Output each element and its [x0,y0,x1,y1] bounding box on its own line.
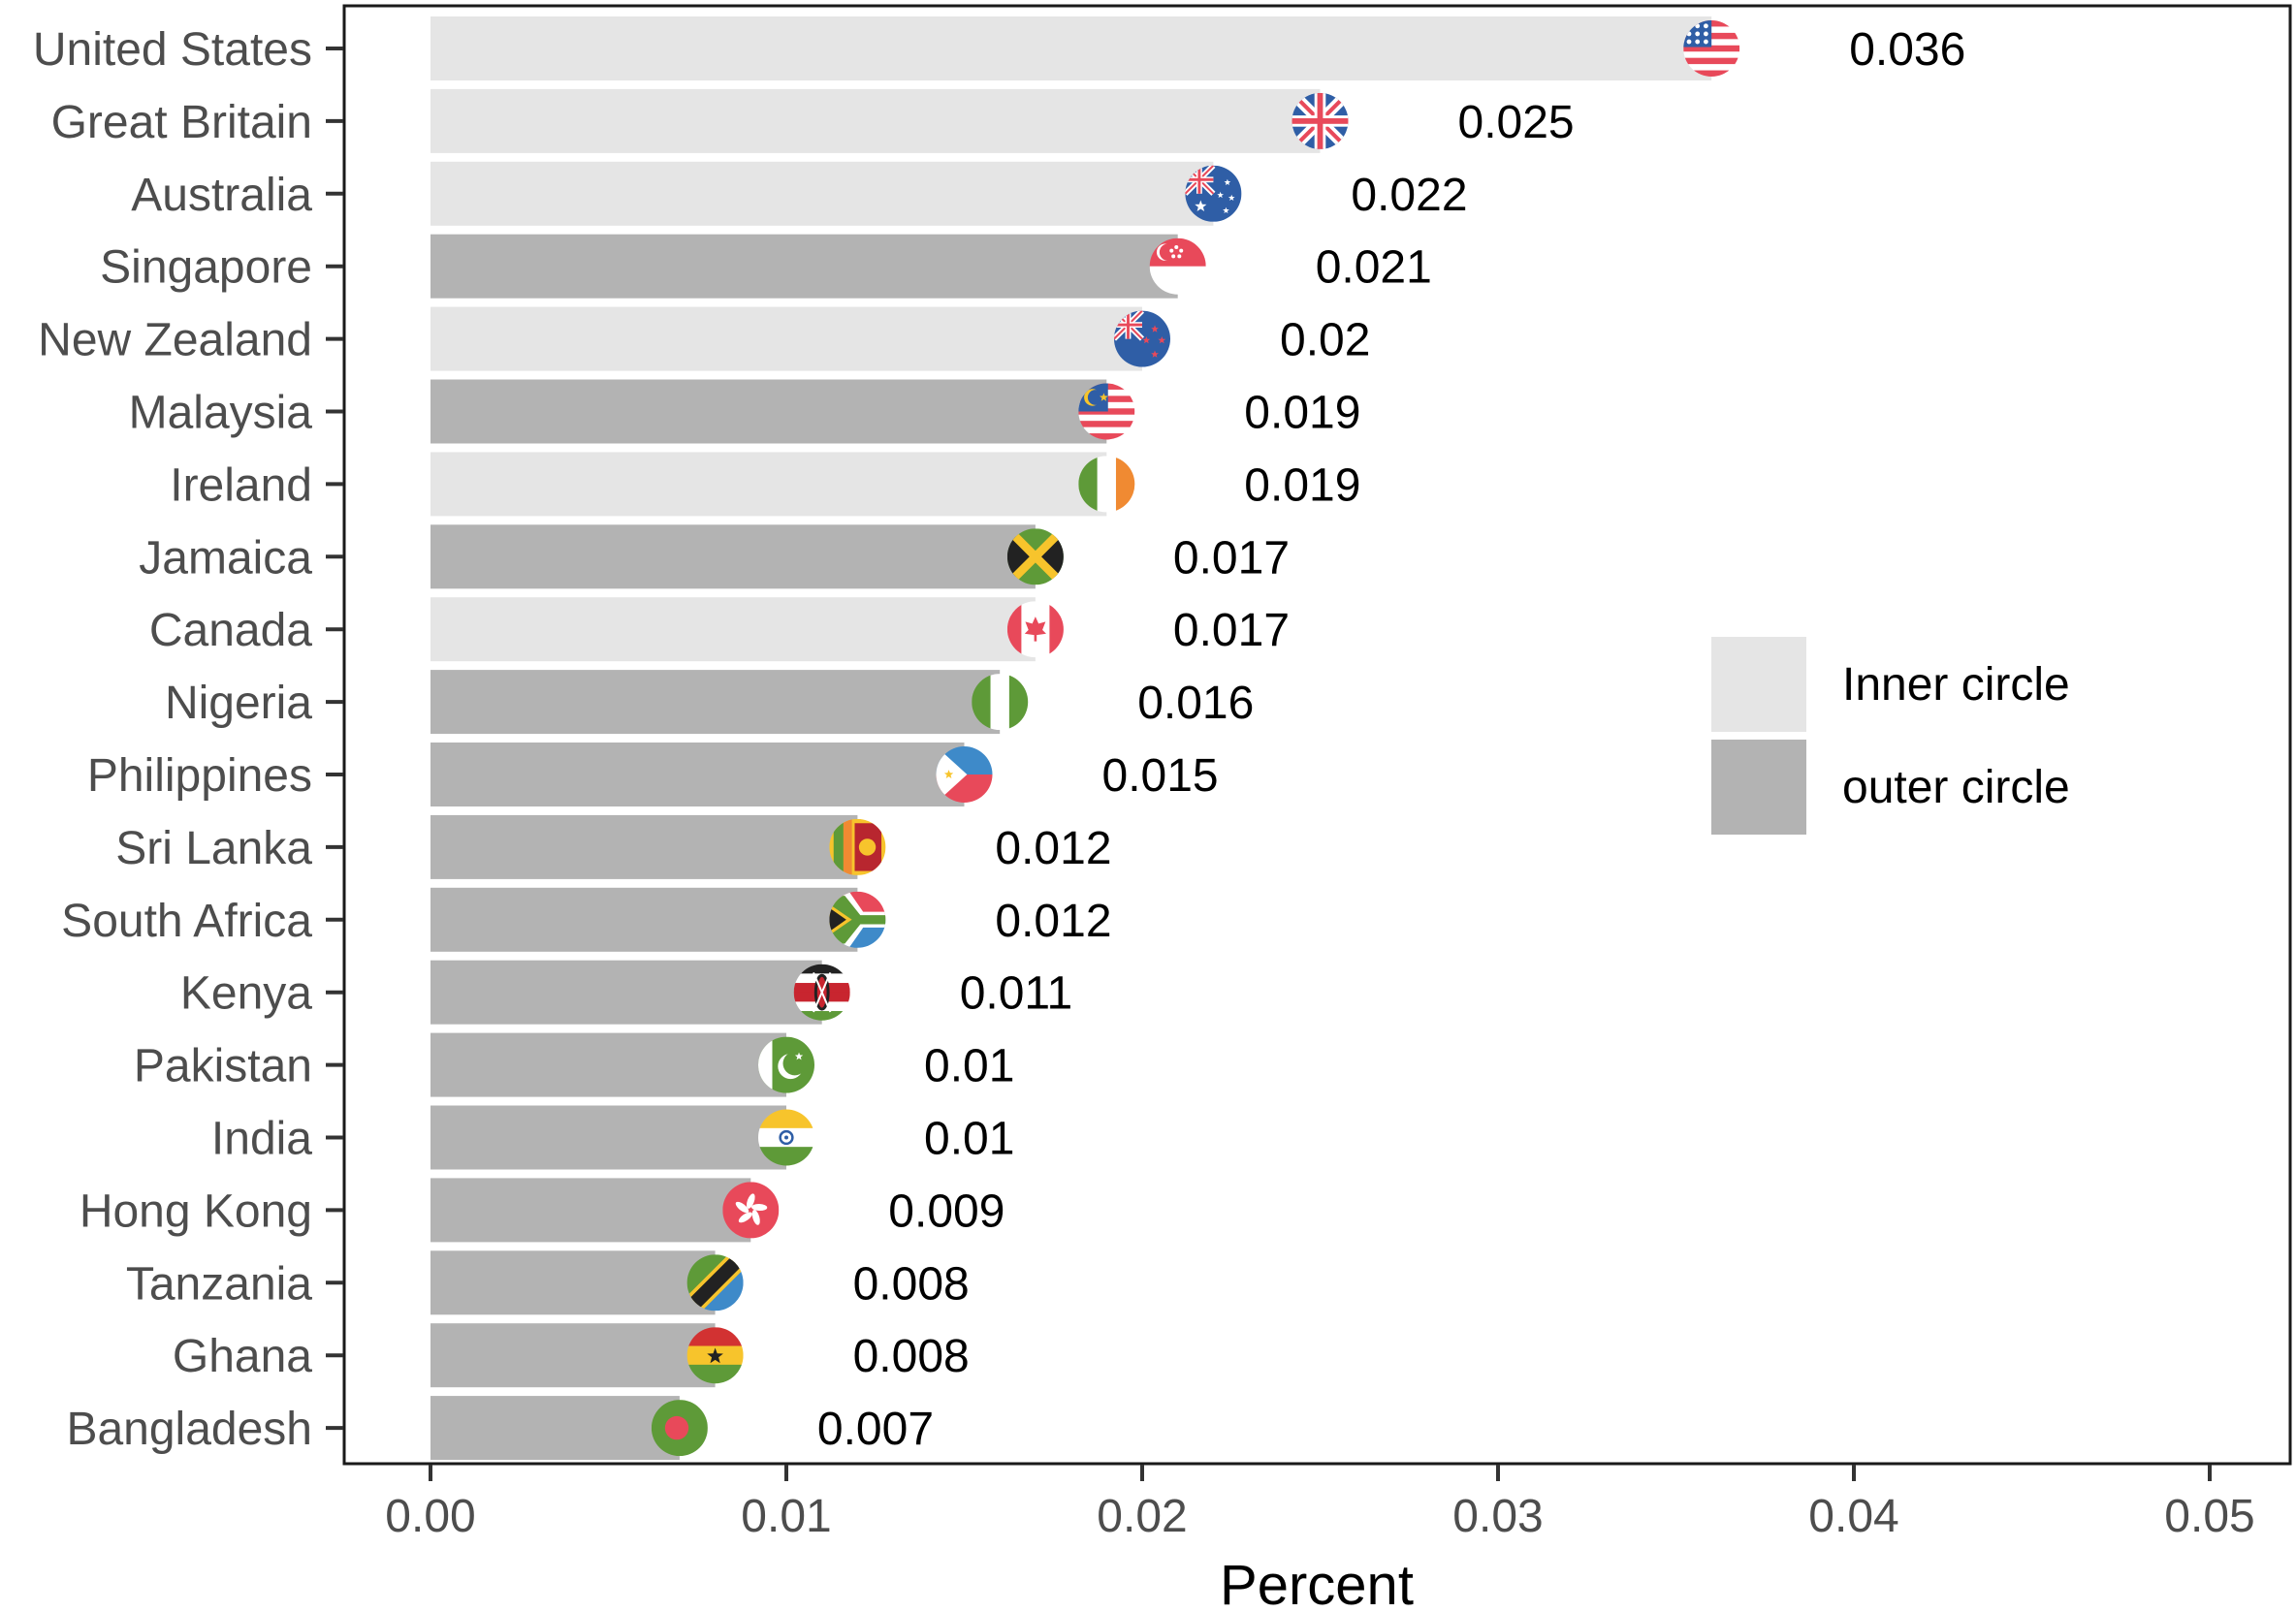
x-axis: 0.00 0.01 0.02 0.03 0.04 0.05 [385,1465,2255,1542]
value-label-south-africa: 0.012 [995,896,1111,947]
tz-flag-icon [686,1254,744,1312]
y-tick-label-ireland: Ireland [170,459,312,511]
bar-india [430,1105,786,1170]
bar-singapore [430,234,1178,299]
y-axis: United States Great Britain Australia Singa… [33,24,343,1455]
y-tick-label-united-states: United States [33,24,312,76]
value-labels-layer: 0.036 0.025 0.022 0.021 0.02 0.019 0.019 0.017 0… [817,24,1965,1455]
y-tick-label-kenya: Kenya [180,968,312,1020]
y-tick-label-hong-kong: Hong Kong [80,1185,312,1237]
bar-great-britain [430,88,1321,153]
bar-philippines [430,743,965,806]
bar-ghana [430,1323,716,1388]
nz-flag-icon [1114,310,1170,367]
value-label-singapore: 0.021 [1316,242,1432,294]
bd-flag-icon [651,1400,708,1457]
value-label-sri-lanka: 0.012 [995,823,1111,874]
bar-malaysia [430,379,1107,444]
y-tick-label-new-zealand: New Zealand [38,315,312,366]
value-label-ghana: 0.008 [853,1331,970,1382]
flags-layer [651,20,1740,1457]
legend-key-inner-circle [1711,637,1806,732]
x-tick-label-0: 0.00 [385,1491,475,1542]
plot-panel-border [342,4,2292,1466]
y-tick-label-bangladesh: Bangladesh [66,1404,312,1455]
ke-flag-icon [793,964,850,1021]
x-axis-title: Percent [1220,1554,1414,1612]
value-label-great-britain: 0.025 [1458,97,1575,148]
value-label-hong-kong: 0.009 [888,1185,1004,1237]
value-label-australia: 0.022 [1351,170,1467,221]
lk-flag-icon [829,818,886,875]
value-label-nigeria: 0.016 [1137,678,1254,729]
jm-flag-icon [1006,528,1064,585]
y-tick-label-tanzania: Tanzania [126,1258,312,1310]
bar-bangladesh [430,1396,680,1461]
y-tick-label-malaysia: Malaysia [129,388,313,439]
y-tick-label-south-africa: South Africa [61,896,312,947]
y-tick-label-india: India [211,1114,312,1165]
y-tick-label-pakistan: Pakistan [134,1041,312,1092]
bar-hong-kong [430,1178,751,1243]
ie-flag-icon [1078,456,1135,513]
bar-south-africa [430,887,858,952]
value-label-kenya: 0.011 [960,968,1073,1020]
bar-canada [430,597,1036,662]
my-flag-icon [1078,383,1135,440]
y-tick-label-philippines: Philippines [87,750,312,802]
us-flag-icon [1683,20,1740,77]
ca-flag-icon [1006,601,1064,658]
gb-flag-icon [1292,92,1349,149]
bar-new-zealand [430,306,1142,371]
x-tick-label-3: 0.03 [1452,1491,1543,1542]
ng-flag-icon [972,674,1029,731]
pk-flag-icon [758,1036,814,1093]
y-tick-label-singapore: Singapore [100,242,312,294]
y-tick-label-nigeria: Nigeria [165,678,312,729]
bar-ireland [430,452,1107,517]
legend-label-inner-circle: Inner circle [1842,659,2070,711]
y-tick-label-canada: Canada [149,605,312,656]
gh-flag-icon [686,1327,744,1384]
value-label-united-states: 0.036 [1849,24,1965,76]
y-tick-label-ghana: Ghana [173,1331,312,1382]
in-flag-icon [758,1109,814,1166]
value-label-pakistan: 0.01 [924,1041,1014,1092]
bar-kenya [430,960,822,1025]
bar-tanzania [430,1250,716,1315]
za-flag-icon [829,891,886,948]
y-tick-label-jamaica: Jamaica [139,532,312,584]
x-tick-label-5: 0.05 [2164,1491,2254,1542]
value-label-new-zealand: 0.02 [1280,315,1370,366]
hk-flag-icon [722,1182,780,1239]
legend: Inner circle outer circle [1711,637,2070,835]
x-tick-label-1: 0.01 [741,1491,831,1542]
value-label-tanzania: 0.008 [853,1258,970,1310]
value-label-jamaica: 0.017 [1173,532,1290,584]
bars-layer [430,16,1712,1461]
bar-nigeria [430,670,1001,735]
x-tick-label-2: 0.02 [1097,1491,1187,1542]
bar-australia [430,161,1214,226]
value-label-ireland: 0.019 [1244,459,1360,511]
y-tick-label-sri-lanka: Sri Lanka [115,823,312,874]
y-tick-label-great-britain: Great Britain [51,97,312,148]
au-flag-icon [1185,165,1242,222]
value-label-canada: 0.017 [1173,605,1290,656]
value-label-india: 0.01 [924,1114,1014,1165]
x-tick-label-4: 0.04 [1808,1491,1898,1542]
value-label-philippines: 0.015 [1102,750,1219,802]
bar-jamaica [430,524,1036,589]
legend-key-outer-circle [1711,740,1806,835]
value-label-bangladesh: 0.007 [817,1404,934,1455]
value-label-malaysia: 0.019 [1244,388,1360,439]
bar-pakistan [430,1032,786,1097]
y-tick-label-australia: Australia [131,170,312,221]
legend-label-outer-circle: outer circle [1842,762,2070,813]
bar-united-states [430,16,1712,80]
bar-sri-lanka [430,814,858,879]
